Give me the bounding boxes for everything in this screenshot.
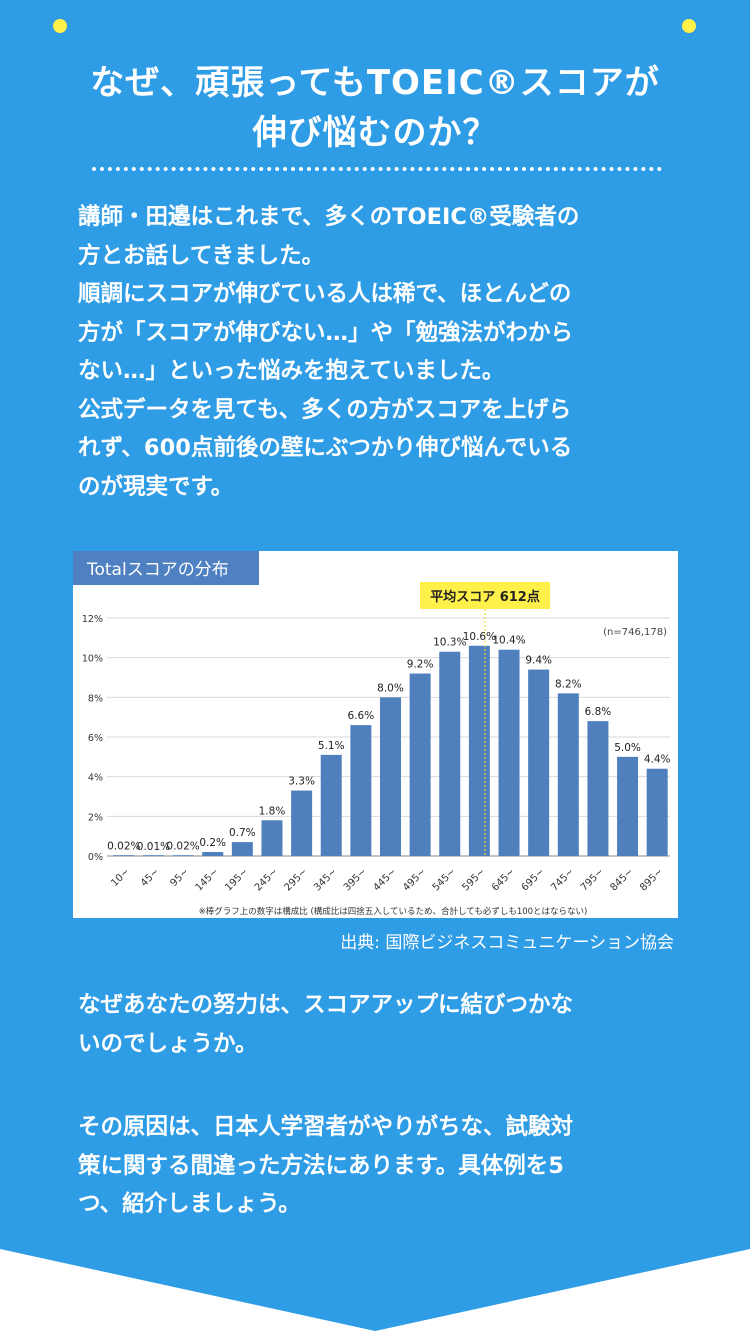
x-tick-label: 45~ [139, 866, 162, 889]
value-label: 5.0% [614, 742, 641, 754]
question-line: いのでしょうか。 [78, 1030, 258, 1057]
x-tick-label: 745~ [549, 866, 576, 893]
intro-paragraph: 講師・田邉はこれまで、多くのTOEIC®受験者の 方とお話してきました。 順調に… [78, 198, 678, 506]
value-label: 0.2% [199, 837, 226, 849]
intro-line: 順調にスコアが伸びている人は稀で、ほとんどの [78, 281, 572, 307]
bar-545 [439, 651, 461, 856]
sample-size-label: (n=746,178) [603, 627, 667, 638]
intro-line: れず、600点前後の壁にぶつかり伸び悩んでいる [78, 435, 573, 461]
value-label: 1.8% [259, 805, 286, 817]
y-tick-label: 12% [82, 614, 103, 625]
y-tick-label: 6% [88, 733, 103, 744]
intro-line: 講師・田邉はこれまで、多くのTOEIC®受験者の [78, 204, 580, 230]
intro-line: 方とお話してきました。 [78, 242, 325, 269]
cause-line: その原因は、日本人学習者がやりがちな、試験対 [78, 1114, 574, 1140]
y-tick-label: 2% [88, 812, 103, 823]
value-label: 0.02% [166, 841, 199, 853]
value-label: 0.01% [137, 841, 170, 853]
average-score-badge [420, 582, 551, 609]
bar-45 [142, 855, 164, 856]
value-label: 0.02% [107, 841, 140, 853]
x-tick-label: 645~ [490, 866, 517, 893]
intro-line: 公式データを見ても、多くの方がスコアを上げら [78, 396, 572, 423]
x-tick-label: 245~ [253, 866, 280, 893]
headline-line-1: なぜ、頑張ってもTOEIC®スコアが [90, 63, 660, 103]
bar-10 [113, 855, 135, 856]
x-tick-label: 145~ [194, 866, 221, 893]
value-label: 6.8% [585, 706, 612, 718]
value-label: 3.3% [288, 776, 315, 788]
bar-795 [587, 721, 609, 856]
headline-line-2: 伸び悩むのか？ [252, 113, 498, 153]
y-tick-label: 0% [88, 852, 103, 863]
value-label: 8.2% [555, 678, 582, 690]
intro-line: 方が「スコアが伸びない…」や「勉強法がわから [78, 319, 574, 346]
bar-495 [409, 673, 431, 856]
decor-dot-left [53, 19, 67, 33]
x-tick-label: 10~ [109, 866, 132, 889]
bar-295 [291, 790, 313, 856]
x-tick-label: 345~ [312, 866, 339, 893]
y-tick-label: 4% [88, 773, 103, 784]
bar-145 [202, 852, 224, 856]
x-tick-label: 95~ [168, 866, 191, 889]
bar-745 [557, 693, 579, 856]
value-label: 4.4% [644, 754, 671, 766]
bar-895 [646, 768, 668, 856]
chart-title-tab [73, 551, 259, 585]
x-tick-label: 295~ [283, 866, 310, 893]
x-tick-label: 195~ [223, 866, 250, 893]
x-tick-label: 545~ [431, 866, 458, 893]
score-distribution-chart: Totalスコアの分布 0% 2% 4% 6% 8% 10% 12% (n=746,178) 平均… [73, 551, 678, 918]
bar-695 [528, 669, 550, 856]
bar-445 [380, 697, 401, 856]
chart-source: 出典: 国際ビジネスコミュニケーション協会 [340, 933, 674, 953]
question-paragraph: なぜあなたの努力は、スコアアップに結びつかな いのでしょうか。 [78, 986, 678, 1063]
intro-line: のが現実です。 [78, 473, 234, 500]
value-label: 9.2% [407, 659, 434, 671]
bar-195 [231, 842, 253, 856]
chart-footnote: ※棒グラフ上の数字は構成比 (構成比は四捨五入しているため、合計しても必ずしも1… [199, 906, 588, 917]
cause-line: つ、紹介しましょう。 [78, 1191, 301, 1217]
x-tick-label: 795~ [579, 866, 606, 893]
value-label: 0.7% [229, 827, 256, 839]
value-label: 10.6% [463, 631, 496, 643]
bar-95 [172, 855, 194, 856]
question-line: なぜあなたの努力は、スコアアップに結びつかな [78, 992, 574, 1018]
cause-paragraph: その原因は、日本人学習者がやりがちな、試験対 策に関する間違った方法にあります。… [78, 1108, 678, 1224]
bar-345 [320, 754, 342, 856]
x-tick-label: 395~ [342, 866, 369, 893]
intro-line: ない…」といった悩みを抱えていました。 [78, 358, 505, 384]
chart-svg: Totalスコアの分布 0% 2% 4% 6% 8% 10% 12% (n=746,178) 平均… [73, 551, 671, 917]
value-label: 8.0% [377, 682, 404, 694]
x-tick-label: 845~ [608, 866, 635, 893]
headline: なぜ、頑張ってもTOEIC®スコアが 伸び悩むのか？ [20, 58, 730, 158]
value-label: 9.4% [525, 655, 552, 667]
decor-dot-right [682, 19, 696, 33]
value-label: 5.1% [318, 740, 345, 752]
bar-395 [350, 725, 372, 856]
x-tick-label: 895~ [638, 866, 665, 893]
value-label: 10.4% [492, 635, 525, 647]
cause-line: 策に関する間違った方法にあります。具体例を5 [78, 1152, 564, 1179]
y-tick-label: 8% [88, 693, 103, 704]
chart-title: Totalスコアの分布 [86, 560, 229, 580]
average-score-label: 平均スコア 612点 [430, 589, 540, 605]
bar-645 [498, 649, 520, 856]
bar-845 [617, 756, 639, 856]
x-tick-label: 595~ [460, 866, 487, 893]
x-tick-label: 695~ [520, 866, 547, 893]
x-tick-label: 495~ [401, 866, 428, 893]
x-tick-label: 445~ [371, 866, 398, 893]
y-tick-label: 10% [82, 654, 103, 665]
dotted-divider [92, 167, 662, 171]
value-label: 6.6% [348, 710, 375, 722]
bar-595 [468, 645, 490, 856]
bar-245 [261, 820, 283, 856]
value-label: 10.3% [433, 637, 466, 649]
